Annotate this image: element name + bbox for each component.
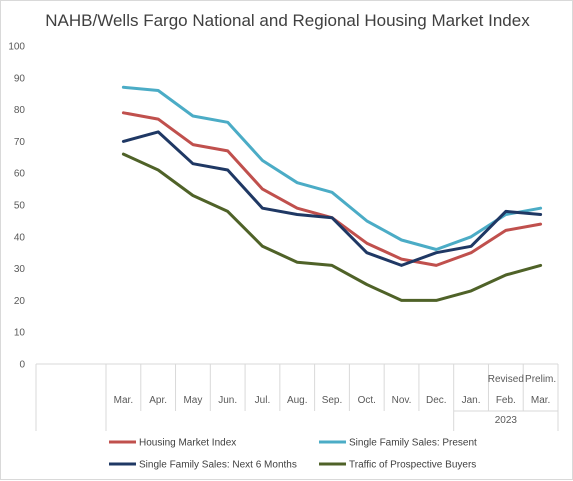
series-line xyxy=(121,130,543,267)
y-tick-label: 70 xyxy=(14,137,26,148)
y-tick-label: 60 xyxy=(14,169,26,180)
y-tick-label: 0 xyxy=(19,360,25,371)
legend-label: Traffic of Prospective Buyers xyxy=(349,460,476,471)
legend-label: Single Family Sales: Next 6 Months xyxy=(139,460,297,471)
x-tick-label: Dec. xyxy=(426,395,447,406)
x-annotation-label: Revised xyxy=(488,374,524,385)
x-group-label: 2023 xyxy=(495,415,518,426)
x-tick-label: Mar. xyxy=(114,395,133,406)
legend-label: Housing Market Index xyxy=(139,438,236,449)
x-tick-label: Mar. xyxy=(531,395,550,406)
y-tick-label: 100 xyxy=(8,42,25,53)
y-tick-label: 80 xyxy=(14,105,26,116)
y-tick-label: 30 xyxy=(14,264,26,275)
x-tick-label: May xyxy=(183,395,202,406)
x-tick-label: Apr. xyxy=(149,395,167,406)
x-tick-label: Sep. xyxy=(322,395,343,406)
x-tick-label: Jun. xyxy=(218,395,237,406)
y-tick-label: 20 xyxy=(14,296,26,307)
x-tick-label: Aug. xyxy=(287,395,308,406)
x-tick-label: Nov. xyxy=(392,395,412,406)
series-line xyxy=(121,85,543,251)
y-tick-label: 40 xyxy=(14,232,26,243)
x-tick-label: Jul. xyxy=(255,395,271,406)
y-tick-label: 10 xyxy=(14,328,26,339)
y-tick-label: 90 xyxy=(14,73,26,84)
chart-title: NAHB/Wells Fargo National and Regional H… xyxy=(45,11,530,30)
x-tick-label: Feb. xyxy=(496,395,516,406)
x-annotation-label: Prelim. xyxy=(525,374,556,385)
series-line xyxy=(121,152,543,302)
legend-label: Single Family Sales: Present xyxy=(349,438,477,449)
y-tick-label: 50 xyxy=(14,201,26,212)
x-tick-label: Oct. xyxy=(358,395,376,406)
x-tick-label: Jan. xyxy=(462,395,481,406)
